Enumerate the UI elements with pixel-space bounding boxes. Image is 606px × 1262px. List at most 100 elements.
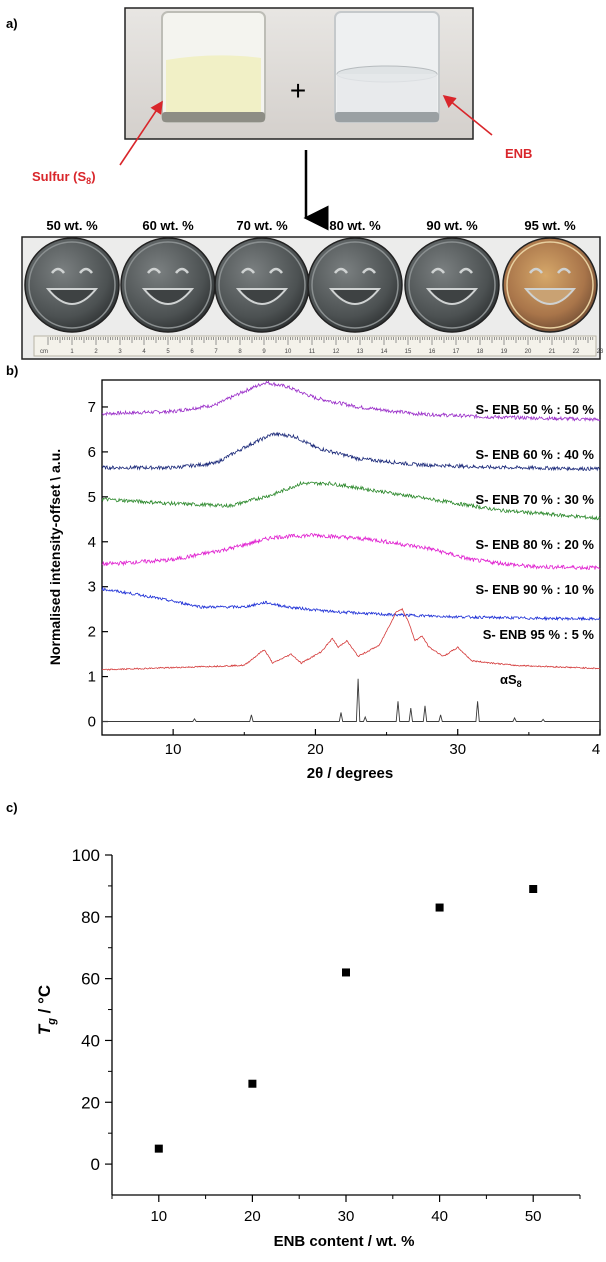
x-tick-label: 10 (150, 1208, 167, 1225)
x-tick-label: 30 (449, 741, 466, 758)
smiley-disc (502, 237, 598, 333)
sulfur-powder (166, 55, 261, 118)
xrd-series-line (101, 607, 601, 671)
y-tick-label: 0 (88, 714, 96, 731)
y-tick-label: 40 (81, 1031, 100, 1050)
panel-c-label: c) (6, 800, 18, 815)
tg-data-point (154, 1144, 163, 1153)
alpha-s8-label: αS8 (500, 672, 522, 689)
tg-data-point (342, 968, 350, 977)
plot-b-xlabel: 2θ / degrees (307, 765, 393, 782)
y-tick-label: 4 (88, 534, 96, 551)
ruler-number: 20 (525, 349, 532, 355)
plot-c: 10 20 30 40 50 0 20 40 60 80 100 (72, 846, 581, 1225)
y-tick-label: 1 (88, 669, 96, 686)
smiley-disc (120, 237, 216, 333)
tg-data-point (248, 1079, 257, 1088)
sulfur-label: Sulfur (S8) (32, 169, 96, 186)
tg-data-point (435, 903, 444, 912)
series-label: S- ENB 90 % : 10 % (476, 582, 595, 597)
ruler-number: 1 (70, 349, 74, 355)
ruler-scale: cm 1 2 3 4 5 6 7 8 9 10 11 12 13 14 15 16 17 18 19 20 21 22 23 (40, 337, 604, 355)
series-label: S- ENB 70 % : 30 % (476, 492, 595, 507)
smiley-disc (24, 237, 120, 333)
tg-data-point (529, 885, 538, 893)
y-tick-label: 3 (88, 579, 96, 596)
panel-a-label: a) (6, 16, 18, 31)
sulfur-arrow (119, 100, 163, 166)
disc-labels: 50 wt. % 60 wt. % 70 wt. % 80 wt. % 90 wt. %… (46, 218, 576, 233)
ruler-number: 7 (214, 349, 218, 355)
ruler-number: 8 (238, 349, 242, 355)
smiley-disc (307, 237, 403, 333)
ruler-number: 2 (94, 349, 98, 355)
xrd-series-line (101, 532, 601, 571)
discs (24, 237, 598, 333)
series-label: S- ENB 95 % : 5 % (483, 627, 595, 642)
sulfur-vial (161, 11, 266, 123)
x-tick-label: 20 (307, 741, 324, 758)
ruler-number: 17 (453, 349, 460, 355)
xrd-series-line (101, 380, 601, 422)
ruler-number: 6 (190, 349, 194, 355)
ruler-number: 13 (357, 349, 364, 355)
x-tick-label: 20 (244, 1208, 261, 1225)
y-tick-label: 6 (88, 444, 96, 461)
plot-c-xlabel: ENB content / wt. % (274, 1233, 415, 1250)
ruler-number: 11 (309, 349, 316, 355)
ruler-number: 12 (333, 349, 340, 355)
y-tick-label: 2 (88, 624, 96, 641)
enb-vial (334, 11, 440, 123)
panel-a: a) + Sulfur (S8) ENB 50 wt. % 60 wt. % 70 … (6, 7, 604, 360)
y-tick-label: 7 (88, 399, 96, 416)
ruler-number: 10 (285, 349, 292, 355)
ruler-number: 22 (573, 349, 580, 355)
y-tick-label: 5 (88, 489, 96, 506)
xrd-series-line (102, 678, 600, 722)
xrd-series-line (101, 480, 601, 521)
plot-c-ylabel: Tg / °C (35, 985, 58, 1035)
disc-label: 50 wt. % (46, 218, 98, 233)
x-tick-label: 30 (338, 1208, 355, 1225)
x-tick-label: 40 (431, 1208, 448, 1225)
smiley-disc (404, 237, 500, 333)
smiley-disc (214, 237, 310, 333)
x-tick-label: 50 (525, 1208, 542, 1225)
ruler-number: 21 (549, 349, 556, 355)
ruler-number: 9 (262, 349, 266, 355)
ruler (33, 335, 597, 357)
plot-b-frame (101, 379, 601, 736)
ruler-number: 19 (501, 349, 508, 355)
disc-label: 95 wt. % (524, 218, 576, 233)
series-label: S- ENB 50 % : 50 % (476, 402, 595, 417)
enb-arrow (442, 94, 493, 136)
ruler-number: cm (40, 349, 48, 355)
xrd-series-line (101, 586, 601, 622)
y-tick-label: 60 (81, 970, 100, 989)
disc-label: 60 wt. % (142, 218, 194, 233)
y-tick-label: 20 (81, 1093, 100, 1112)
ruler-number: 23 (597, 349, 604, 355)
disc-label: 80 wt. % (329, 218, 381, 233)
ruler-number: 14 (381, 349, 388, 355)
panel-b-label: b) (6, 363, 18, 378)
y-tick-label: 100 (72, 846, 100, 865)
disc-label: 90 wt. % (426, 218, 478, 233)
enb-label: ENB (505, 146, 532, 161)
x-tick-label: 10 (165, 741, 182, 758)
y-tick-label: 80 (81, 908, 100, 927)
series-label: S- ENB 60 % : 40 % (476, 447, 595, 462)
xrd-series-line (101, 431, 601, 472)
ruler-number: 18 (477, 349, 484, 355)
plot-b-ylabel: Normalised intensity-offset \ a.u. (47, 449, 63, 665)
ruler-number: 5 (166, 349, 170, 355)
series-label: S- ENB 80 % : 20 % (476, 537, 595, 552)
plus-sign: + (290, 75, 306, 106)
x-tick-label: 4 (592, 741, 600, 758)
y-tick-label: 0 (91, 1155, 100, 1174)
ruler-number: 15 (405, 349, 412, 355)
ruler-number: 4 (142, 349, 146, 355)
